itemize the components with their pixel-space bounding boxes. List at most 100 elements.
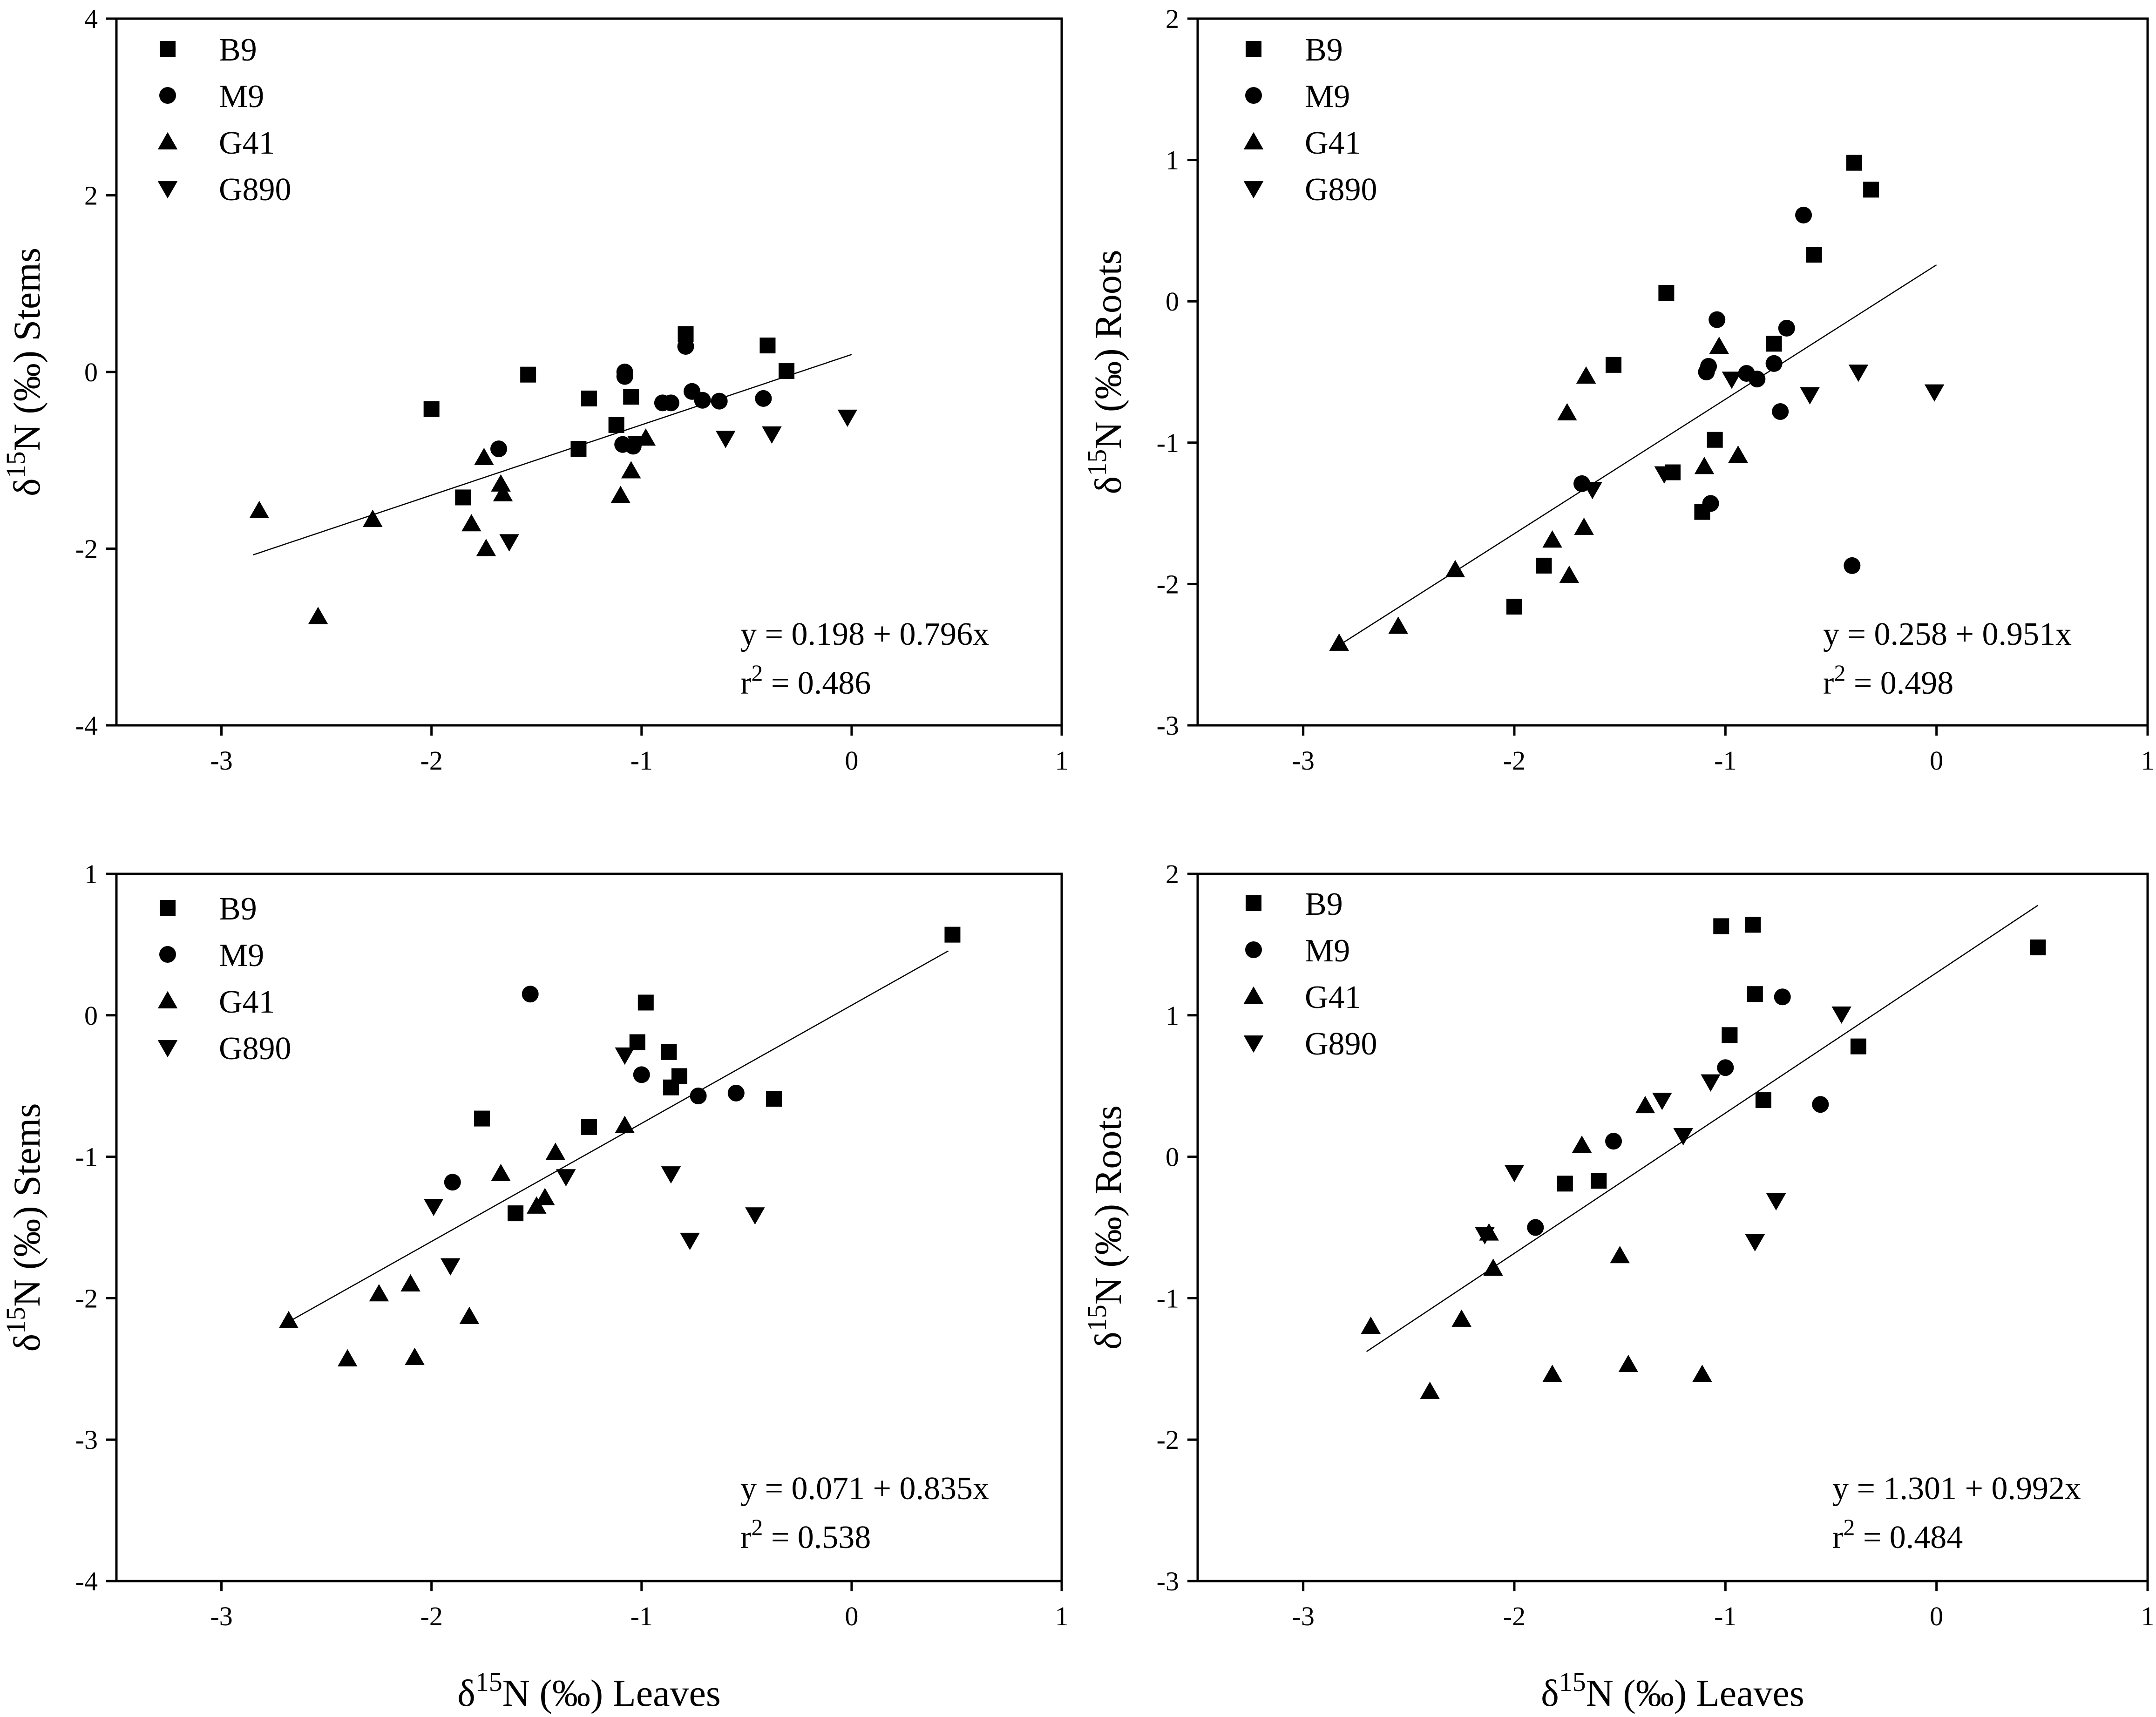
y-tick-label: 0 [84, 357, 98, 387]
r-squared: r2 = 0.498 [1823, 660, 1953, 701]
y-tick-label: 2 [1166, 4, 1179, 34]
point-G890 [1673, 1128, 1693, 1146]
point-G890 [745, 1207, 765, 1225]
point-B9 [1846, 155, 1862, 171]
point-M9 [1605, 1133, 1622, 1150]
legend-marker-M9 [159, 946, 176, 963]
point-M9 [711, 392, 728, 410]
y-tick-label: 1 [1166, 1000, 1179, 1031]
x-tick-label: -3 [210, 1601, 232, 1631]
series-G41 [278, 1115, 635, 1366]
x-tick-label: -3 [1292, 745, 1315, 776]
point-M9 [1749, 371, 1766, 388]
y-tick-label: -2 [1157, 569, 1179, 599]
point-G41 [1618, 1354, 1639, 1372]
point-M9 [1774, 988, 1791, 1006]
point-G890 [441, 1258, 461, 1276]
point-M9 [1772, 403, 1789, 420]
point-G41 [1557, 403, 1577, 420]
legend-marker-B9 [160, 900, 176, 916]
y-tick-label: 1 [1166, 145, 1179, 176]
chart-top-left: -3 -2 -1 0 1 -4 -2 0 2 4 δ15N (‰) Stems B9 M9 G41 G890… [0, 4, 1069, 776]
point-B9 [474, 1110, 490, 1127]
y-tick-label: -1 [75, 1142, 98, 1172]
point-G41 [459, 1306, 480, 1324]
regression-equation: y = 1.301 + 0.992x [1832, 1471, 2081, 1507]
point-G890 [423, 1198, 444, 1217]
point-M9 [633, 1066, 650, 1083]
point-M9 [677, 338, 694, 355]
point-M9 [1778, 319, 1795, 337]
legend-label-M9: M9 [219, 938, 264, 973]
x-tick-label: 1 [2141, 745, 2155, 776]
point-B9 [637, 994, 654, 1011]
point-G890 [1924, 384, 1945, 402]
point-M9 [662, 394, 679, 412]
legend-marker-M9 [1245, 87, 1262, 104]
y-tick-label: 0 [1166, 1142, 1179, 1172]
chart-bottom-right: -3 -2 -1 0 1 -3 -2 -1 0 1 2 δ15N (‰) Roots δ15N (‰) … [1082, 859, 2155, 1714]
point-G41 [476, 539, 496, 556]
point-M9 [1765, 355, 1783, 372]
point-M9 [1812, 1096, 1829, 1113]
series-B9 [1506, 155, 1879, 615]
plot-frame [1196, 17, 2149, 727]
point-M9 [1717, 1059, 1734, 1076]
point-B9 [944, 926, 961, 943]
point-G41 [1420, 1381, 1440, 1399]
point-G41 [1483, 1258, 1503, 1276]
point-G890 [1652, 1093, 1672, 1110]
point-G41 [1572, 1136, 1592, 1153]
y-tick-label: -2 [75, 1283, 98, 1313]
point-G41 [337, 1349, 358, 1366]
legend-label-G41: G41 [219, 984, 275, 1020]
point-B9 [581, 1119, 597, 1135]
x-tick-label: -2 [1503, 1601, 1525, 1631]
legend-marker-G890 [1243, 181, 1264, 199]
point-M9 [755, 390, 772, 407]
point-G890 [1800, 387, 1820, 405]
point-M9 [727, 1084, 745, 1102]
x-tick-label: -3 [1292, 1601, 1315, 1631]
x-tick-label: 0 [845, 1601, 858, 1631]
legend-marker-G890 [157, 181, 178, 199]
point-B9 [1766, 336, 1782, 352]
series-B9 [1557, 917, 2046, 1192]
point-G41 [491, 474, 511, 492]
point-G890 [1766, 1193, 1786, 1211]
point-B9 [779, 363, 795, 379]
point-G41 [278, 1311, 299, 1328]
y-axis-title: δ15N (‰) Stems [0, 1103, 48, 1352]
legend-label-G890: G890 [1305, 172, 1377, 208]
y-axis-title: δ15N (‰) Roots [1082, 250, 1130, 494]
x-tick-label: -3 [210, 745, 232, 776]
x-tick-label: -2 [420, 745, 443, 776]
point-G890 [1475, 1227, 1495, 1244]
point-G890 [1831, 1006, 1851, 1024]
legend-marker-M9 [1245, 941, 1262, 958]
point-B9 [608, 417, 624, 433]
x-tick-label: -1 [1714, 745, 1736, 776]
point-B9 [629, 1034, 645, 1050]
series-B9 [423, 326, 795, 506]
point-G41 [1542, 1365, 1562, 1382]
legend: B9 M9 G41 G890 [157, 32, 292, 208]
point-G41 [545, 1142, 566, 1160]
y-tick-label: -2 [75, 534, 98, 564]
point-B9 [766, 1091, 782, 1107]
series-G890 [1582, 365, 1945, 500]
y-tick-label: 0 [1166, 286, 1179, 317]
regression-line [284, 950, 949, 1325]
legend-marker-B9 [1246, 895, 1261, 911]
point-G41 [1728, 445, 1748, 463]
point-G890 [1582, 482, 1602, 500]
legend: B9 M9 G41 G890 [1243, 886, 1377, 1062]
point-G41 [1694, 457, 1715, 474]
point-G41 [1361, 1316, 1381, 1334]
y-tick-label: -1 [1157, 1283, 1179, 1313]
point-B9 [1745, 917, 1761, 933]
point-G890 [615, 1047, 635, 1065]
legend-label-G41: G41 [1305, 980, 1361, 1015]
point-G41 [405, 1347, 425, 1365]
